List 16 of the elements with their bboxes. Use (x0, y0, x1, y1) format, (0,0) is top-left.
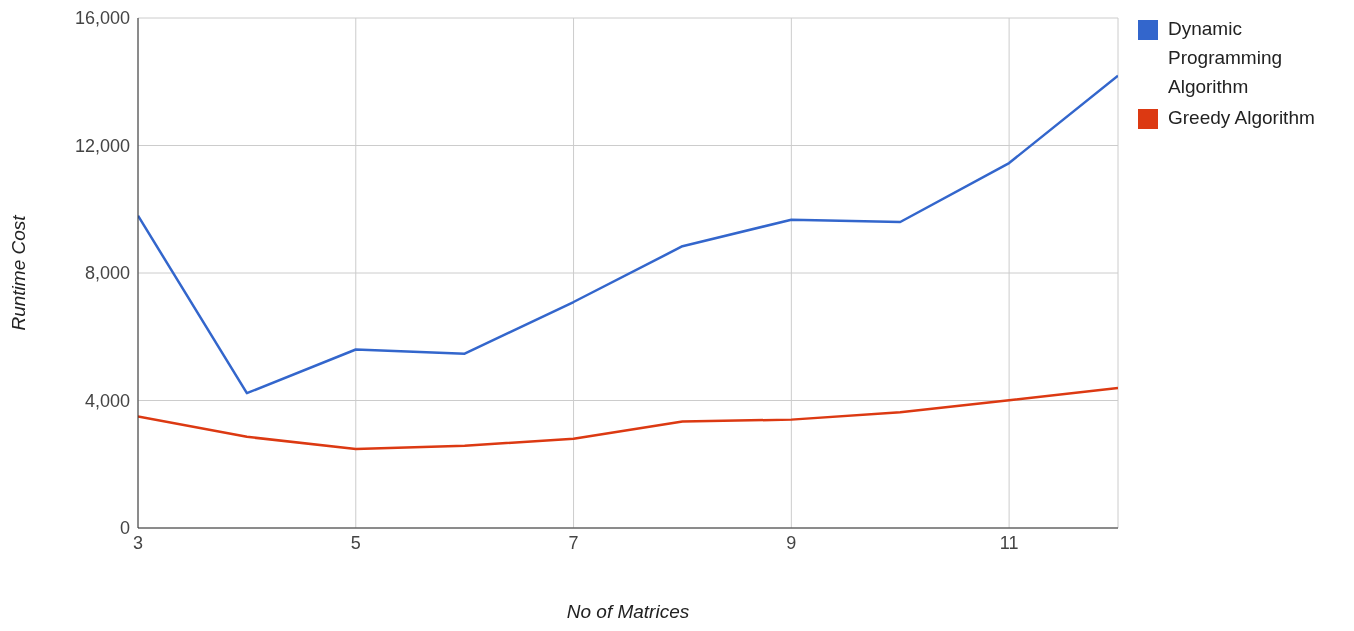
x-tick-label: 7 (568, 532, 579, 553)
y-tick-label: 16,000 (74, 8, 130, 29)
line-series (138, 74, 1118, 395)
x-tick-label: 5 (350, 532, 361, 553)
y-axis-title: Runtime Cost (7, 214, 29, 331)
y-tick-label: 4,000 (84, 390, 130, 411)
x-tick-label: 3 (132, 532, 144, 553)
x-tick-label: 9 (786, 532, 797, 553)
x-axis-title: No of Matrices (566, 601, 690, 622)
line-series (138, 386, 1118, 451)
x-tick-label: 11 (999, 532, 1019, 553)
legend-label: Dynamic Programming Algorithm (1168, 17, 1284, 99)
y-tick-label: 12,000 (74, 135, 130, 156)
y-tick-label: 8,000 (84, 263, 130, 284)
y-tick-label: 0 (119, 518, 130, 539)
legend-label: Greedy Algorithm (1168, 106, 1315, 130)
